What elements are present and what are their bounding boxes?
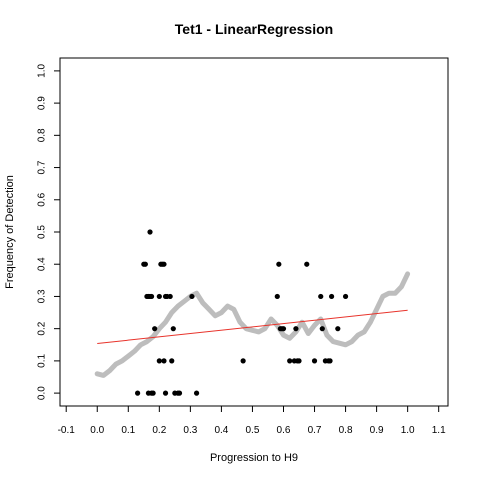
data-point — [156, 358, 162, 364]
smoothed-trend — [94, 271, 411, 378]
data-point — [335, 326, 341, 332]
x-tick-label: 0.1 — [121, 425, 135, 436]
data-point — [329, 293, 335, 300]
plot-area-frame — [59, 57, 449, 407]
y-tick-label: 0.4 — [37, 257, 48, 271]
data-point — [280, 326, 287, 332]
data-point — [304, 261, 310, 267]
data-points — [135, 229, 349, 396]
x-axis-label: Progression to H9 — [210, 452, 298, 464]
data-point — [327, 358, 333, 364]
y-tick-label: 1.0 — [37, 64, 48, 78]
data-point — [189, 293, 195, 300]
data-point — [169, 358, 175, 364]
data-point — [162, 390, 169, 396]
data-point — [319, 326, 325, 332]
data-point — [167, 293, 173, 300]
chart-title: Tet1 - LinearRegression — [175, 21, 333, 37]
data-point — [150, 390, 156, 396]
data-point — [135, 390, 141, 396]
x-tick-label: 0.4 — [214, 425, 228, 436]
x-tick-label: 0.6 — [277, 425, 291, 436]
data-point — [287, 358, 293, 364]
regression-line-segment — [97, 309, 408, 344]
y-tick-label: 0.3 — [37, 289, 48, 303]
y-tick-label: 0.6 — [37, 192, 48, 206]
y-tick-label: 0.0 — [37, 386, 48, 400]
x-axis: -0.1 0.0 0.1 0.2 0.3 0.4 0.5 0.6 0.7 0.8 0.9 1.0 1.1 — [58, 405, 446, 436]
y-tick-label: 0.9 — [37, 96, 48, 110]
data-point — [142, 261, 148, 267]
y-tick-label: 0.1 — [37, 354, 48, 368]
data-point — [293, 326, 299, 332]
x-tick-label: 0.5 — [245, 425, 259, 436]
data-point — [240, 358, 246, 364]
x-tick-label: 0.3 — [183, 425, 197, 436]
x-tick-label: 1.0 — [401, 425, 415, 436]
data-point — [296, 358, 302, 364]
data-point — [342, 293, 349, 300]
x-tick-label: 0.7 — [308, 425, 322, 436]
regression-line — [97, 309, 408, 344]
data-point — [193, 390, 200, 396]
smoothed-trend-curve — [94, 271, 411, 378]
data-point — [276, 261, 282, 267]
y-tick-label: 0.5 — [37, 225, 48, 239]
data-point — [318, 293, 324, 300]
x-tick-label: 0.9 — [370, 425, 384, 436]
y-tick-label: 0.2 — [37, 321, 48, 335]
data-point — [148, 293, 155, 300]
data-point — [311, 358, 318, 364]
data-point — [176, 390, 183, 396]
y-tick-label: 0.7 — [37, 160, 48, 174]
y-axis: 0.0 0.1 0.2 0.3 0.4 0.5 0.6 0.7 0.8 0.9 1.0 — [37, 64, 61, 400]
x-tick-label: 0.8 — [339, 425, 353, 436]
data-point — [147, 229, 153, 235]
data-point — [156, 293, 162, 300]
data-point — [161, 261, 167, 267]
x-tick-label: -0.1 — [58, 425, 76, 436]
y-axis-label: Frequency of Detection — [4, 175, 16, 289]
x-tick-label: 0.2 — [152, 425, 166, 436]
x-tick-label: 0.0 — [90, 425, 104, 436]
data-point — [274, 293, 280, 300]
data-point — [152, 326, 158, 332]
data-point — [161, 358, 167, 364]
y-tick-label: 0.8 — [37, 128, 48, 142]
data-point — [170, 326, 176, 332]
x-tick-label: 1.1 — [432, 425, 446, 436]
